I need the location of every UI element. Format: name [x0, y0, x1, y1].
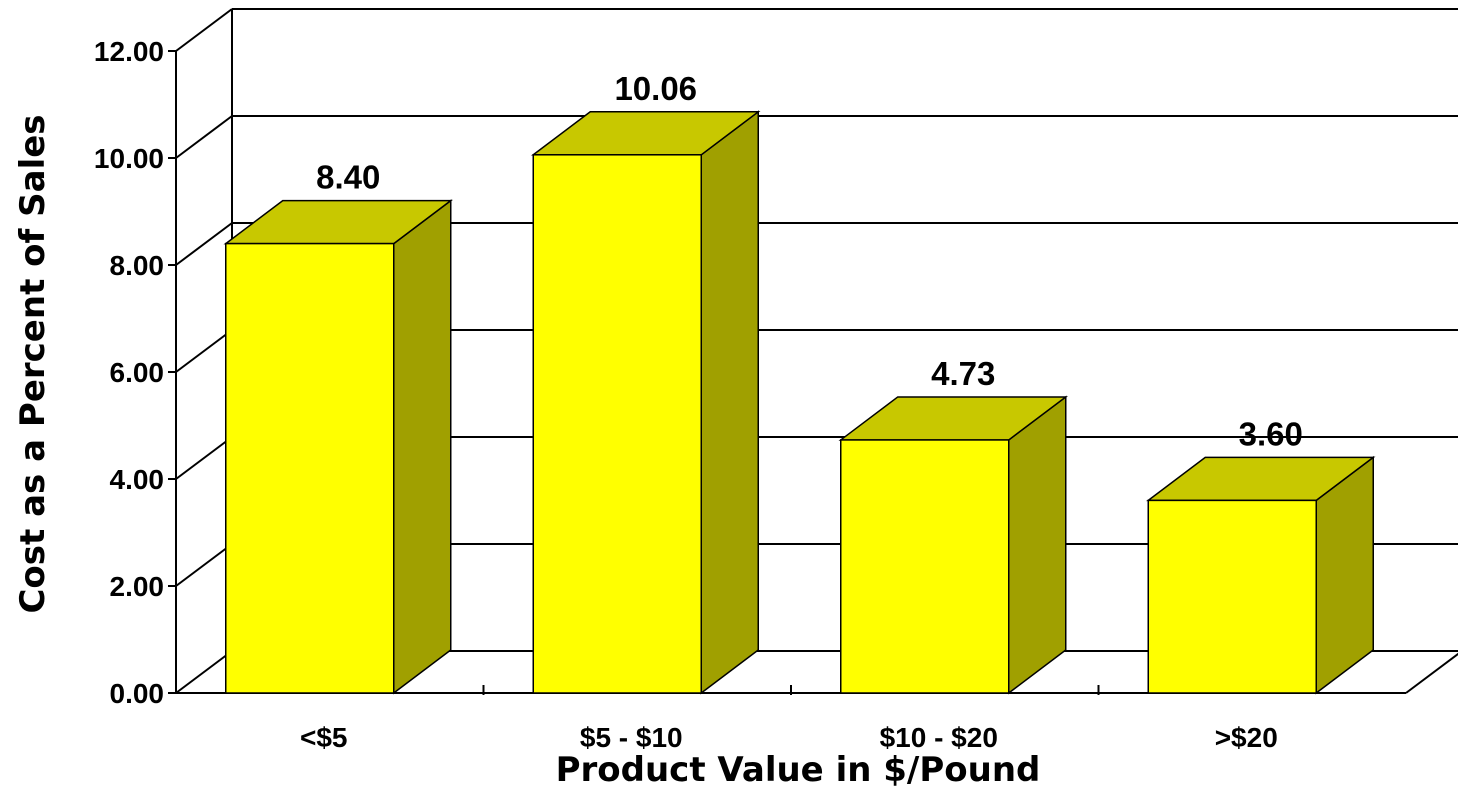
- data-label: 4.73: [931, 355, 995, 392]
- gridline-depth: [175, 115, 233, 159]
- x-tick-label: $10 - $20: [880, 722, 998, 753]
- data-label: 10.06: [614, 70, 697, 107]
- bar: [531, 110, 761, 695]
- x-tick-label: $5 - $10: [580, 722, 683, 753]
- y-tick-label: 12.00: [94, 36, 164, 67]
- bar-front: [225, 242, 395, 694]
- gridline-depth: [175, 543, 233, 587]
- x-tick-label: <$5: [300, 722, 348, 753]
- bar-side: [1008, 395, 1067, 695]
- bar-front: [1147, 499, 1317, 694]
- y-tick-label: 6.00: [110, 357, 165, 388]
- x-axis-title: Product Value in $/Pound: [556, 750, 1041, 786]
- labels-layer: 8.40 <$5 10.06 $5 - $10 4.73 $10 - $20 3.60 >$2…: [300, 70, 1303, 753]
- y-tick-label: 2.00: [110, 571, 165, 602]
- gridline-depth: [175, 8, 233, 52]
- y-tick-label: 4.00: [110, 464, 165, 495]
- bar: [1146, 455, 1376, 695]
- bars-layer: [223, 110, 1376, 695]
- bar-side: [700, 110, 759, 695]
- gridline-depth: [175, 329, 233, 373]
- bar-front: [840, 439, 1010, 694]
- y-tick-label: 0.00: [110, 678, 165, 709]
- y-tick-label: 10.00: [94, 143, 164, 174]
- x-tick-label: >$20: [1215, 722, 1278, 753]
- bar: [838, 395, 1068, 695]
- gridline-depth: [175, 222, 233, 266]
- gridline-depth: [175, 650, 233, 694]
- data-label: 3.60: [1239, 415, 1303, 452]
- bar-front: [532, 154, 702, 694]
- bar: [223, 199, 453, 695]
- bar-side: [393, 199, 452, 695]
- floor-right-edge: [1405, 652, 1458, 694]
- y-tick-label: 8.00: [110, 250, 165, 281]
- y-axis-title: Cost as a Percent of Sales: [13, 114, 53, 613]
- gridline-depth: [175, 436, 233, 480]
- data-label: 8.40: [316, 159, 380, 196]
